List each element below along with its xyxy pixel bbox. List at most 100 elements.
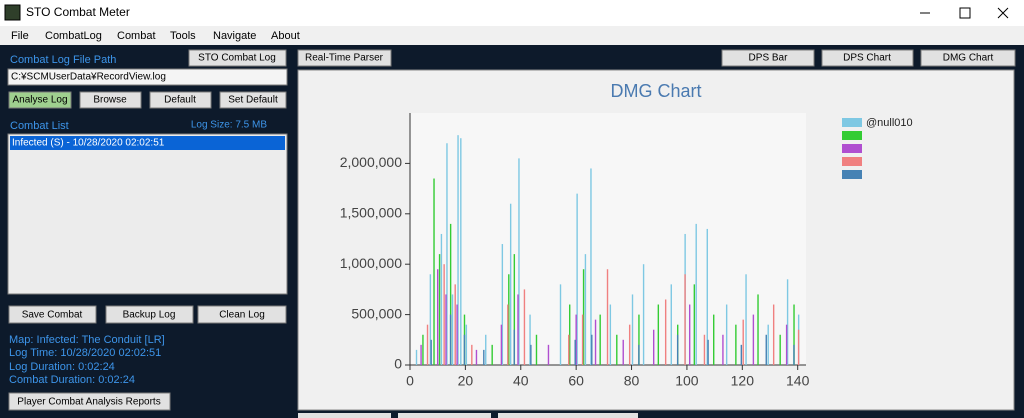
bar [695,223,697,365]
bar [465,324,468,365]
bar [471,344,473,365]
button[interactable] [188,49,287,67]
bar [735,324,737,365]
bar [460,138,462,365]
bar [508,274,510,365]
close-button[interactable] [997,7,1009,19]
bar [449,223,452,365]
bar [757,294,759,365]
button-label[interactable]: DPS Bar [749,53,789,64]
button-label[interactable]: Default [164,95,196,106]
maximize-button[interactable] [959,7,971,19]
bar [609,304,612,365]
bar [582,269,585,365]
button[interactable] [721,49,815,67]
bar [529,314,531,365]
x-tick-label: 120 [731,373,755,389]
bar [616,334,618,365]
path-input[interactable] [7,68,288,86]
y-tick-label: 2,000,000 [340,154,402,170]
path-value: C:¥SCMUserData¥RecordView.log [11,72,166,83]
legend-swatch [842,157,862,166]
bar [797,329,800,365]
legend-swatch [842,144,862,153]
bar [429,274,432,365]
button[interactable] [149,91,212,109]
info-line: Map: Infected: The Conduit [LR] [9,334,165,346]
info-line: Log Duration: 0:02:24 [9,361,115,373]
bar [722,334,724,365]
menu-item[interactable]: Combat [117,30,156,42]
bar [779,334,781,365]
bar [509,203,512,365]
legend-swatch [842,118,862,127]
button-label[interactable]: Player Combat Analysis Reports [17,397,160,408]
bar [415,349,418,365]
bar [559,284,562,365]
menu-item[interactable]: CombatLog [45,30,102,42]
button-label[interactable]: Analyse Log [12,95,67,106]
button-label[interactable]: Clean Log [219,310,265,321]
bar [446,143,448,365]
x-tick-label: 0 [406,373,414,389]
bar [688,304,691,365]
bar [676,334,679,365]
button-label[interactable]: STO Combat Log [198,53,276,64]
button-label[interactable]: Save Combat [22,310,83,321]
button[interactable] [8,305,97,324]
bar [426,324,429,365]
bar [449,314,452,365]
bar [456,304,458,365]
bar [745,274,747,365]
bar [518,158,520,365]
button[interactable] [219,91,287,109]
bar [703,334,706,365]
button-label[interactable]: Real-Time Parser [305,53,384,64]
chart-title: DMG Chart [610,81,701,101]
partial-button[interactable] [298,413,391,418]
bar [606,269,609,365]
partial-button[interactable] [398,413,491,418]
menu-item[interactable]: Navigate [213,30,256,42]
x-tick-label: 80 [624,373,640,389]
button[interactable] [821,49,914,67]
button[interactable] [8,392,171,411]
bar [670,284,672,365]
file-path-label: Combat Log File Path [10,54,116,66]
button-label[interactable]: Backup Log [123,310,176,321]
button-label[interactable]: DPS Chart [843,53,891,64]
list-item-text[interactable]: Infected (S) - 10/28/2020 02:02:51 [12,138,165,149]
bar [430,339,432,365]
bar [752,314,755,365]
bar [581,314,584,365]
bar [457,135,459,365]
bar [454,284,456,365]
bar [463,334,466,365]
partial-button[interactable] [498,413,638,418]
button[interactable] [8,91,72,109]
button[interactable] [105,305,194,324]
bar [591,334,593,365]
list-item-selected[interactable] [10,136,285,150]
menu-item[interactable]: About [271,30,300,42]
y-tick-label: 1,500,000 [340,205,402,221]
bar [786,279,789,365]
button[interactable] [297,49,392,67]
bar [440,233,443,365]
info-line: Log Time: 10/28/2020 02:02:51 [9,347,161,359]
title-bar [0,0,1024,26]
button[interactable] [79,91,142,109]
button-label[interactable]: Browse [93,95,127,106]
bar [575,314,577,365]
bar [693,284,696,365]
button-label[interactable]: Set Default [228,95,278,106]
bar [590,168,592,365]
bar [451,294,454,365]
button[interactable] [920,49,1016,67]
bar [638,344,640,365]
bar [491,344,493,365]
menu-item[interactable]: Tools [170,30,196,42]
button-label[interactable]: DMG Chart [943,53,994,64]
button[interactable] [197,305,287,324]
menu-item[interactable]: File [11,30,29,42]
